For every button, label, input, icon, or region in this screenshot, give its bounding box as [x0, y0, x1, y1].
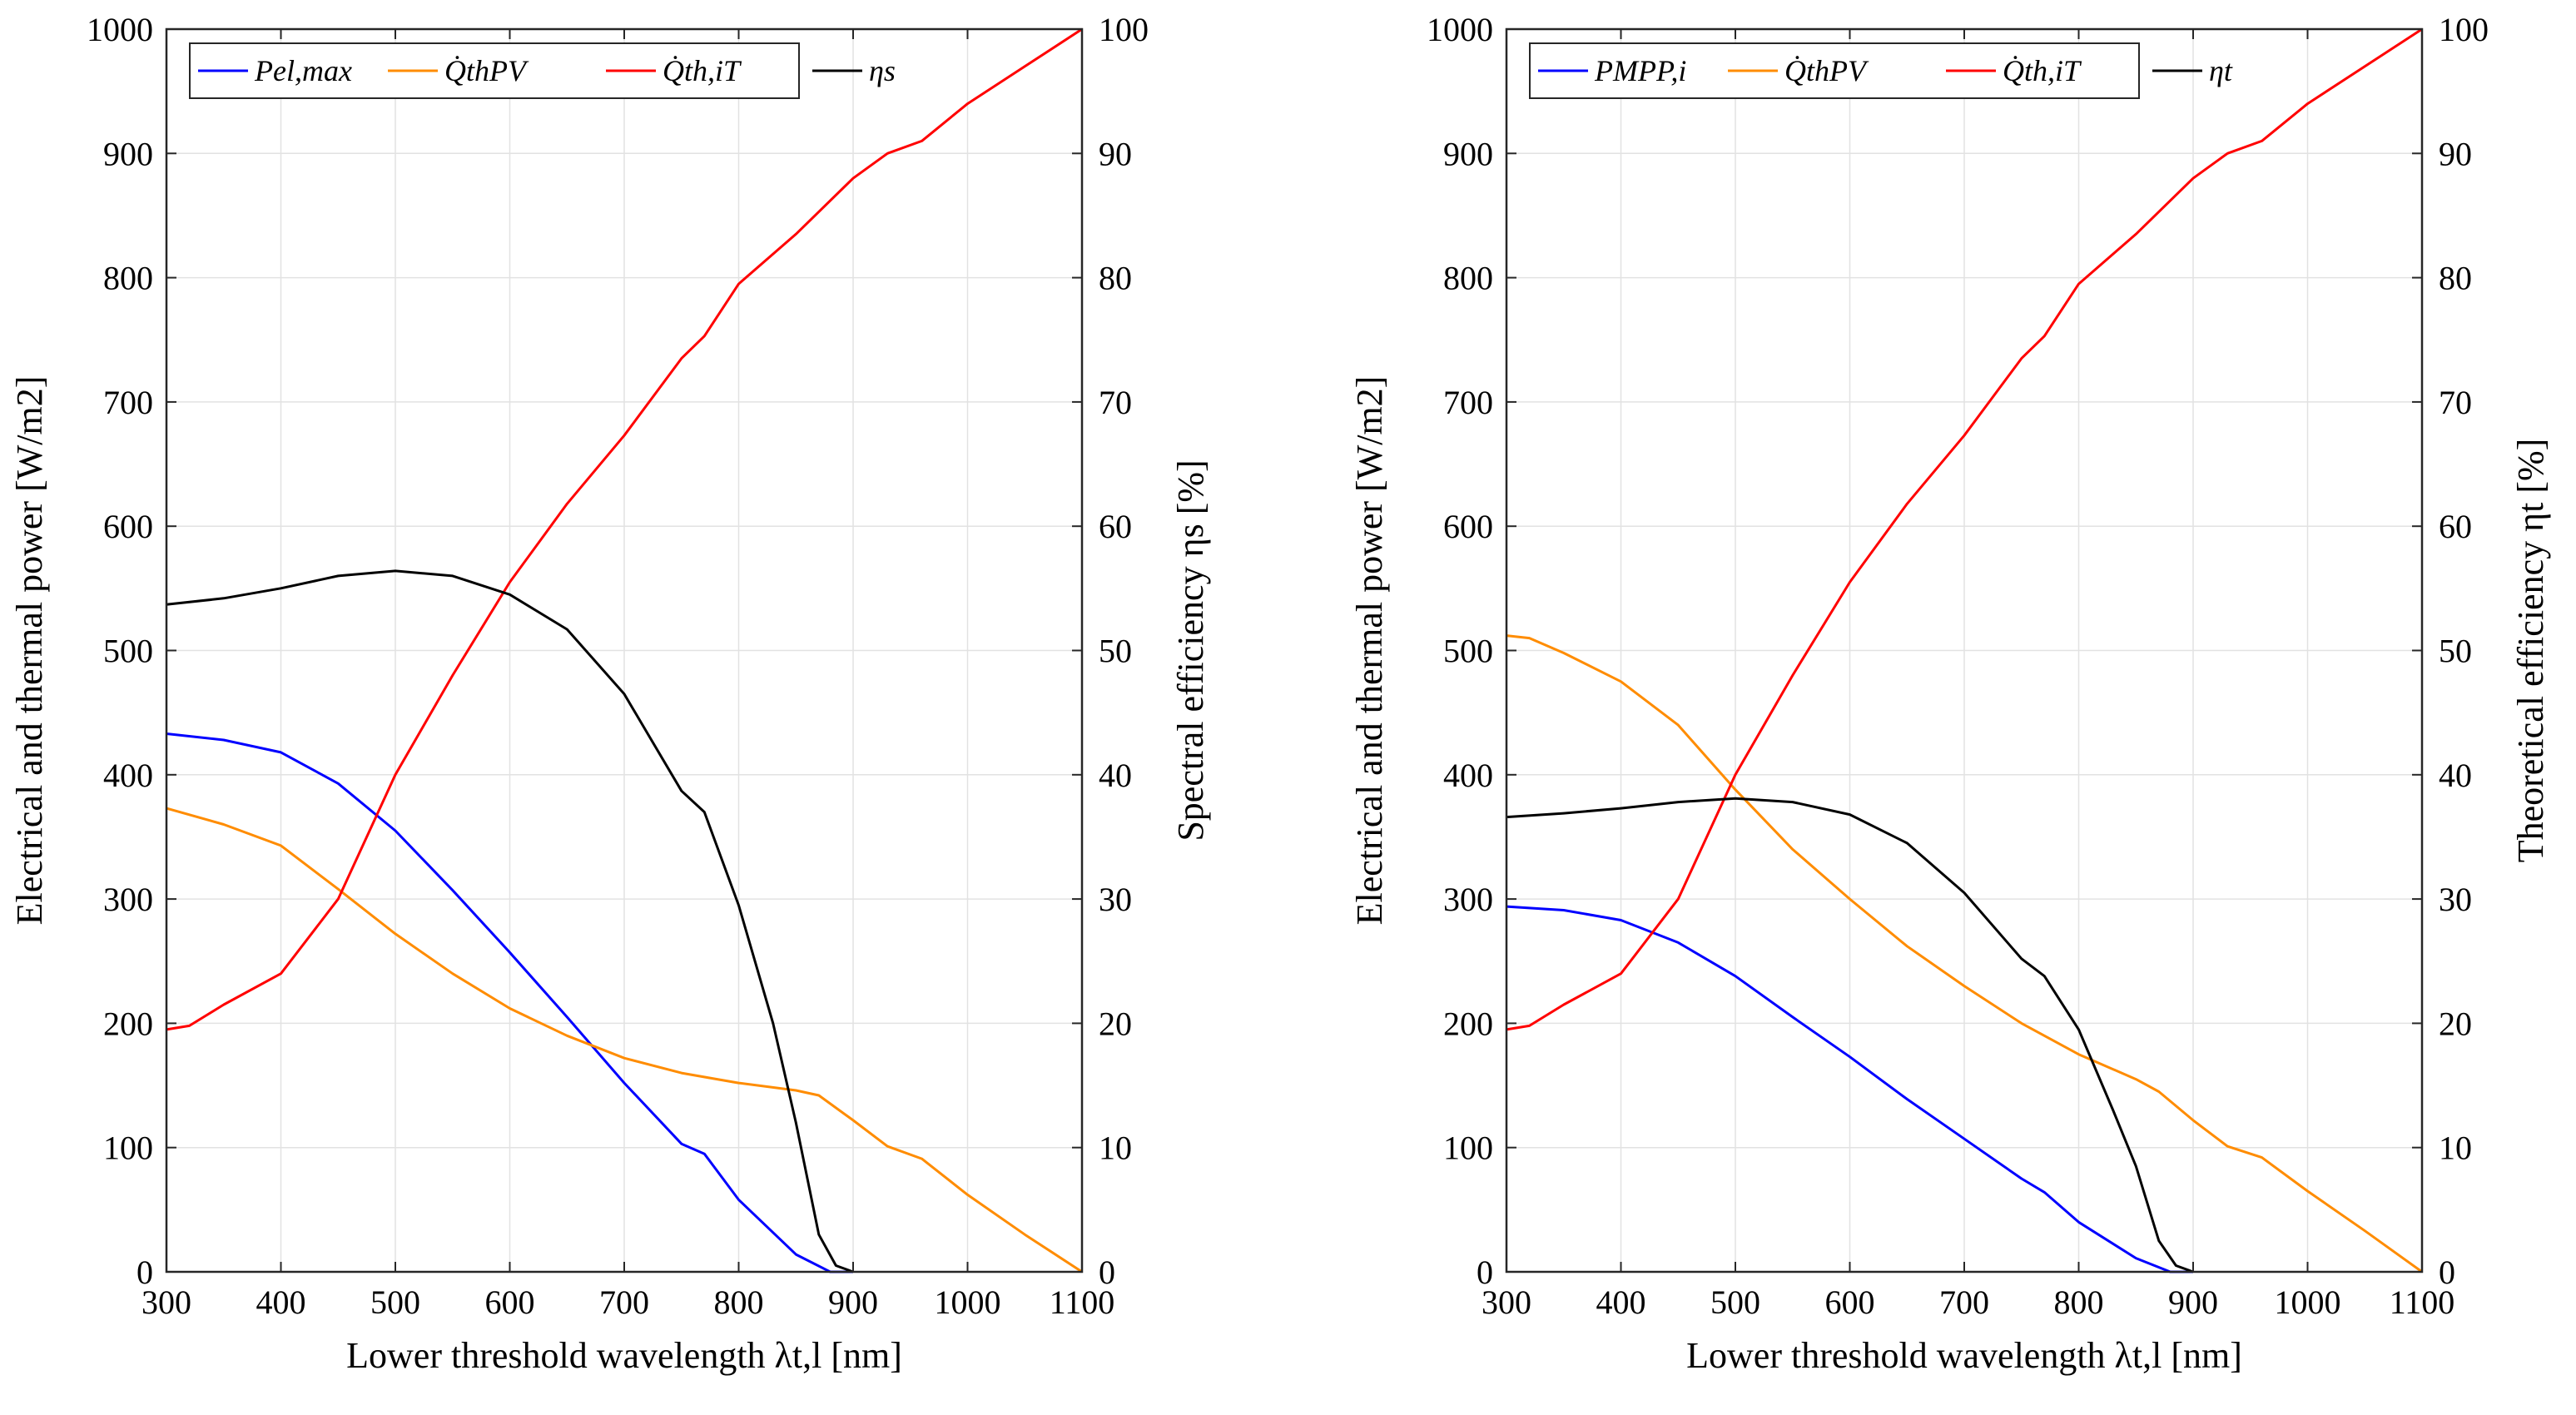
chart-left-y-axis-label-left: Electrical and thermal power [W/m2] [9, 376, 50, 926]
x-tick-label: 300 [141, 1283, 191, 1321]
y-tick-label-left: 400 [1443, 757, 1493, 794]
legend-entry-label: ηt [2209, 54, 2233, 87]
series-line-1 [1506, 634, 2423, 1274]
y-tick-label-left: 600 [1443, 508, 1493, 545]
x-tick-label: 1100 [2390, 1283, 2455, 1321]
x-tick-label: 700 [599, 1283, 649, 1321]
y-tick-label-left: 300 [1443, 881, 1493, 918]
x-tick-label: 400 [256, 1283, 306, 1321]
y-tick-label-right: 90 [1099, 135, 1132, 172]
y-tick-label-right: 80 [1099, 260, 1132, 297]
x-tick-label: 300 [1482, 1283, 1531, 1321]
y-tick-label-right: 70 [2439, 384, 2472, 421]
y-tick-label-right: 80 [2439, 260, 2472, 297]
x-tick-label: 800 [2054, 1283, 2104, 1321]
y-tick-label-right: 30 [2439, 881, 2472, 918]
y-tick-label-right: 0 [2439, 1254, 2455, 1291]
legend-box [1529, 42, 2140, 99]
y-tick-label-right: 70 [1099, 384, 1132, 421]
legend-entry-label: Pel,max [254, 54, 352, 87]
legend-box [189, 42, 800, 99]
series-line-1 [166, 807, 1083, 1274]
y-tick-label-right: 60 [1099, 508, 1132, 545]
legend-entry-label: Q̇th,iT [2003, 54, 2082, 87]
x-tick-label: 800 [714, 1283, 764, 1321]
y-tick-label-left: 1000 [1427, 11, 1493, 48]
chart-right-y-axis-label-right: Theoretical efficiency ηt [%] [2510, 439, 2551, 863]
y-tick-label-left: 800 [103, 260, 153, 297]
legend-entry-label: PMPP,i [1594, 54, 1686, 87]
chart-right-x-axis-label: Lower threshold wavelength λt,l [nm] [1686, 1335, 2242, 1376]
legend-entry-label: Q̇thPV [1784, 54, 1869, 87]
y-tick-label-right: 60 [2439, 508, 2472, 545]
y-tick-label-left: 0 [1477, 1254, 1493, 1291]
series-line-0 [1506, 905, 2193, 1274]
y-tick-label-right: 90 [2439, 135, 2472, 172]
y-tick-label-right: 10 [2439, 1130, 2472, 1167]
y-tick-label-right: 100 [1099, 11, 1149, 48]
y-tick-label-right: 0 [1099, 1254, 1115, 1291]
x-tick-label: 500 [370, 1283, 420, 1321]
y-tick-label-right: 50 [2439, 633, 2472, 670]
y-tick-label-left: 300 [103, 881, 153, 918]
series-line-3 [1506, 797, 2194, 1274]
y-tick-label-left: 200 [103, 1005, 153, 1042]
y-tick-label-left: 500 [1443, 633, 1493, 670]
x-tick-label: 600 [485, 1283, 535, 1321]
y-tick-label-right: 100 [2439, 11, 2489, 48]
y-tick-label-left: 0 [136, 1254, 153, 1291]
y-tick-label-right: 10 [1099, 1130, 1132, 1167]
y-tick-label-left: 1000 [87, 11, 153, 48]
chart-right-legend: PMPP,i Q̇thPV Q̇th,iT ηt [1529, 42, 2233, 99]
x-tick-label: 1000 [935, 1283, 1001, 1321]
chart-right-y-axis-label-left: Electrical and thermal power [W/m2] [1349, 376, 1390, 926]
y-tick-label-left: 200 [1443, 1005, 1493, 1042]
y-tick-label-right: 40 [2439, 757, 2472, 794]
y-tick-label-right: 50 [1099, 633, 1132, 670]
y-tick-label-left: 100 [103, 1130, 153, 1167]
x-tick-label: 900 [828, 1283, 878, 1321]
chart-left-panel: 300 400 500 600 700 800 900 1000 1100 0100200300… [9, 11, 1211, 1376]
series-line-2 [166, 27, 1083, 1031]
y-tick-label-left: 700 [1443, 384, 1493, 421]
y-tick-label-left: 500 [103, 633, 153, 670]
series-line-3 [166, 569, 854, 1274]
x-tick-label: 600 [1825, 1283, 1875, 1321]
y-tick-label-left: 400 [103, 757, 153, 794]
y-tick-label-left: 700 [103, 384, 153, 421]
chart-right-panel: 300 400 500 600 700 800 900 1000 1100 0100200300… [1349, 11, 2551, 1376]
y-tick-label-left: 800 [1443, 260, 1493, 297]
y-tick-label-right: 20 [2439, 1005, 2472, 1042]
chart-left-x-axis-label: Lower threshold wavelength λt,l [nm] [346, 1335, 902, 1376]
series-line-2 [1506, 27, 2423, 1031]
x-tick-label: 500 [1710, 1283, 1760, 1321]
legend-entry-label: Q̇th,iT [663, 54, 742, 87]
x-tick-label: 1100 [1050, 1283, 1115, 1321]
x-tick-label: 900 [2168, 1283, 2218, 1321]
legend-entry-label: Q̇thPV [444, 54, 529, 87]
y-tick-label-right: 30 [1099, 881, 1132, 918]
chart-left-legend: Pel,max Q̇thPV Q̇th,iT ηs [189, 42, 896, 99]
y-tick-label-left: 100 [1443, 1130, 1493, 1167]
y-tick-label-right: 20 [1099, 1005, 1132, 1042]
series-line-0 [166, 732, 853, 1274]
y-tick-label-right: 40 [1099, 757, 1132, 794]
y-tick-label-left: 900 [103, 135, 153, 172]
x-tick-label: 1000 [2275, 1283, 2341, 1321]
legend-entry-label: ηs [869, 54, 896, 87]
y-tick-label-left: 900 [1443, 135, 1493, 172]
x-tick-label: 700 [1939, 1283, 1989, 1321]
y-tick-label-left: 600 [103, 508, 153, 545]
chart-left-y-axis-label-right: Spectral efficiency ηs [%] [1170, 459, 1211, 841]
x-tick-label: 400 [1596, 1283, 1646, 1321]
